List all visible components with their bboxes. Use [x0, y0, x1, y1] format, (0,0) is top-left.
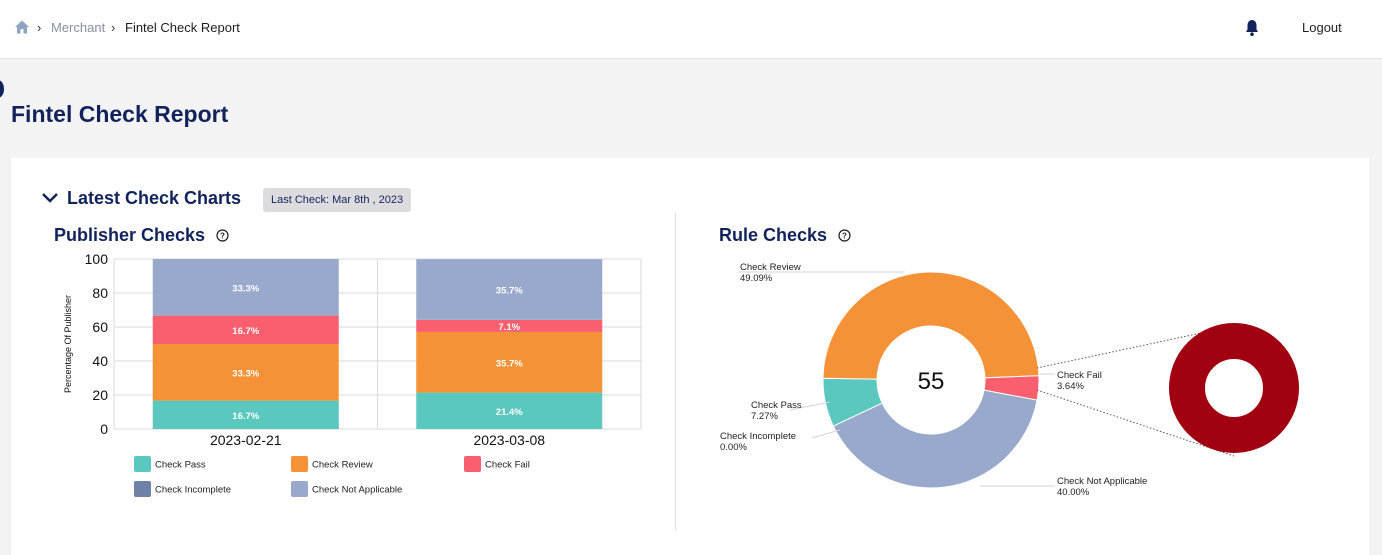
slice-name-label: Check Review	[740, 262, 801, 273]
y-tick-label: 100	[85, 251, 109, 267]
breadcrumb-chevron-icon: ›	[37, 20, 42, 35]
bar-segment	[416, 259, 603, 320]
detail-donut-ring	[1169, 323, 1299, 453]
breadcrumb-merchant-link[interactable]: Merchant	[51, 20, 106, 35]
y-tick-label: 80	[92, 285, 108, 301]
svg-text:?: ?	[842, 231, 847, 240]
legend-swatch	[291, 481, 308, 497]
bar-data-label: 16.7%	[232, 411, 259, 422]
x-tick-label: 2023-02-21	[210, 432, 282, 448]
bar-data-label: 33.3%	[232, 368, 259, 379]
slice-value-label: 40.00%	[1057, 487, 1090, 498]
donut-slice	[822, 271, 1040, 380]
rule-checks-title: Rule Checks	[719, 225, 828, 245]
slice-value-label: 7.27%	[751, 411, 778, 422]
publisher-checks-chart: 0 20 40 60 80 100 Percentage Of Publisher 16.7%…	[63, 251, 642, 497]
y-tick-label: 0	[100, 421, 108, 437]
y-tick-label: 20	[92, 387, 108, 403]
bar-segment	[416, 319, 603, 332]
slice-name-label: Check Incomplete	[720, 431, 796, 442]
legend-label: Check Pass	[155, 460, 206, 471]
legend-swatch	[464, 456, 481, 472]
y-tick-label: 60	[92, 319, 108, 335]
bar-segment	[152, 400, 339, 429]
bar-segment	[152, 344, 339, 401]
legend-swatch	[134, 481, 151, 497]
legend-label: Check Incomplete	[155, 485, 231, 496]
donut-slice	[832, 389, 1038, 489]
bar-segment	[152, 315, 339, 344]
help-circle-icon[interactable]: ?	[216, 229, 229, 242]
svg-text:?: ?	[220, 231, 225, 240]
help-circle-icon[interactable]: ?	[838, 229, 851, 242]
legend-label: Check Review	[312, 460, 373, 471]
breadcrumb-current: Fintel Check Report	[125, 20, 240, 35]
bell-icon[interactable]	[1244, 19, 1260, 37]
home-icon[interactable]	[14, 19, 30, 35]
y-tick-label: 40	[92, 353, 108, 369]
slice-name-label: Check Pass	[751, 400, 802, 411]
y-axis-label: Percentage Of Publisher	[63, 295, 73, 393]
panel-divider	[675, 213, 676, 530]
legend-label: Check Not Applicable	[312, 485, 402, 496]
logout-button[interactable]: Logout	[1302, 20, 1342, 35]
page-title: Fintel Check Report	[11, 101, 229, 127]
slice-name-label: Check Fail	[1057, 370, 1102, 381]
bar-data-label: 35.7%	[496, 358, 523, 369]
sidebar-toggle-edge[interactable]	[0, 80, 4, 98]
chevron-down-icon[interactable]	[41, 191, 59, 205]
callout-line	[789, 401, 831, 411]
slice-value-label: 3.64%	[1057, 381, 1084, 392]
donut-center-label: 55	[918, 368, 945, 395]
breadcrumb-chevron-icon: ›	[111, 20, 116, 35]
legend-label: Check Fail	[485, 460, 530, 471]
bar-segment	[416, 331, 603, 393]
legend-swatch	[134, 456, 151, 472]
last-check-badge: Last Check: Mar 8th , 2023	[263, 188, 412, 212]
section-title[interactable]: Latest Check Charts	[67, 188, 242, 208]
bar-data-label: 21.4%	[496, 407, 523, 418]
slice-name-label: Check Not Applicable	[1057, 476, 1147, 487]
x-tick-label: 2023-03-08	[473, 432, 545, 448]
bar-data-label: 16.7%	[232, 326, 259, 337]
legend-swatch	[291, 456, 308, 472]
top-bar: › Merchant › Fintel Check Report Logout	[0, 0, 1382, 59]
bar-segment	[416, 392, 603, 429]
bar-segment	[152, 259, 339, 316]
callout-line	[811, 429, 841, 439]
bar-data-label: 35.7%	[496, 286, 523, 297]
slice-value-label: 0.00%	[720, 442, 747, 453]
publisher-checks-title: Publisher Checks	[54, 225, 206, 245]
slice-value-label: 49.09%	[740, 273, 773, 284]
bar-data-label: 7.1%	[498, 322, 520, 333]
bar-data-label: 33.3%	[232, 283, 259, 294]
